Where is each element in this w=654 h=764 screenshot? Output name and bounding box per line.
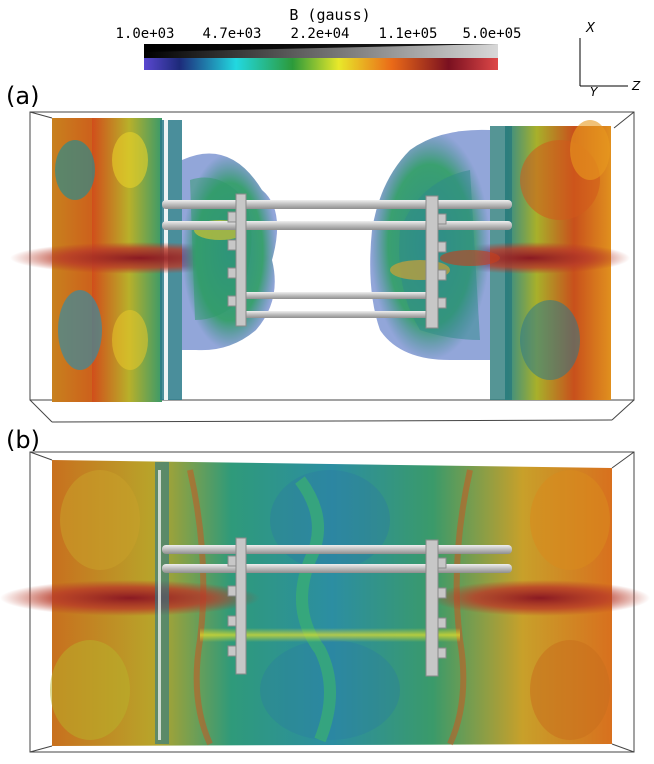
rod xyxy=(242,292,437,299)
axes-triad: X Y Z xyxy=(579,21,641,99)
panel-b-field xyxy=(0,460,650,746)
panel-a-label: (a) xyxy=(6,82,39,110)
rod xyxy=(162,221,512,230)
coil-plate-right xyxy=(425,539,439,677)
panel-b-bounding-box xyxy=(29,451,635,753)
coil-plate-right xyxy=(425,195,439,329)
rod xyxy=(242,311,437,318)
panel-a-coils xyxy=(227,193,447,329)
colorbar-color-ramp xyxy=(144,58,498,70)
colorbar-tick-4: 1.1e+05 xyxy=(378,26,437,42)
panel-a-left-bubble xyxy=(182,153,278,351)
panel-b-coils xyxy=(227,537,447,677)
colorbar: B (gauss) 1.0e+03 4.7e+03 2.2e+04 1.1e+0… xyxy=(115,6,522,70)
panel-b: (b) xyxy=(0,426,650,753)
rod xyxy=(162,545,512,554)
panel-b-rods xyxy=(162,545,512,573)
colorbar-tick-3: 2.2e+04 xyxy=(290,26,349,42)
colorbar-tick-1: 1.0e+03 xyxy=(115,26,174,42)
rod xyxy=(162,564,512,573)
panel-a-rods xyxy=(162,200,512,318)
axis-y-label: Y xyxy=(590,85,599,99)
rod xyxy=(162,200,512,209)
colorbar-tick-5: 5.0e+05 xyxy=(462,26,521,42)
panel-a-bounding-box xyxy=(29,111,635,423)
colorbar-title: B (gauss) xyxy=(289,6,370,24)
panel-a: (a) xyxy=(6,82,635,423)
panel-b-label: (b) xyxy=(6,426,40,454)
colorbar-tick-2: 4.7e+03 xyxy=(202,26,261,42)
panel-a-left-field xyxy=(10,118,270,402)
axis-z-label: Z xyxy=(631,79,641,93)
coil-plate-left xyxy=(235,537,247,675)
axis-x-label: X xyxy=(585,21,596,36)
coil-plate-left xyxy=(235,193,247,327)
